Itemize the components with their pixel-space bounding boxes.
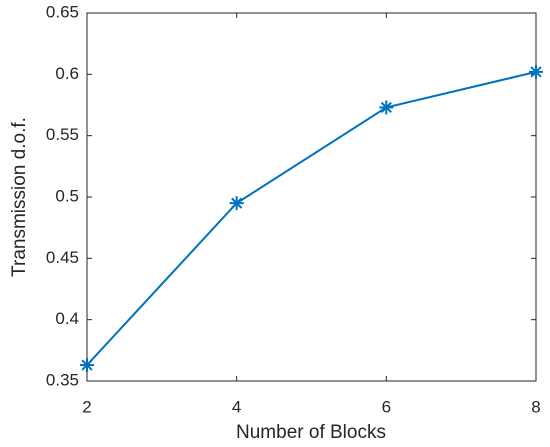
y-tick-label: 0.45 <box>46 248 79 267</box>
marker-stroke <box>380 101 392 114</box>
y-tick-label: 0.65 <box>46 2 79 21</box>
marker <box>80 358 94 373</box>
marker-stroke <box>530 66 542 78</box>
x-axis-label: Number of Blocks <box>236 422 386 443</box>
y-tick-label: 0.5 <box>55 186 79 205</box>
x-tick-label: 4 <box>232 397 241 416</box>
x-tick-label: 8 <box>531 397 540 416</box>
plot-area <box>86 12 537 382</box>
marker <box>529 64 543 79</box>
marker-stroke <box>81 359 93 371</box>
x-tick-label: 2 <box>82 397 91 416</box>
y-tick-label: 0.6 <box>55 64 79 83</box>
marker <box>379 100 394 115</box>
data-line <box>86 70 537 366</box>
y-tick-label: 0.55 <box>46 125 79 144</box>
y-axis-label: Transmission d.o.f. <box>9 117 30 277</box>
marker-stroke <box>231 197 243 209</box>
y-tick-label: 0.4 <box>55 309 79 328</box>
y-tick-label: 0.35 <box>46 370 79 389</box>
marker <box>229 196 244 211</box>
x-tick-label: 6 <box>382 397 391 416</box>
